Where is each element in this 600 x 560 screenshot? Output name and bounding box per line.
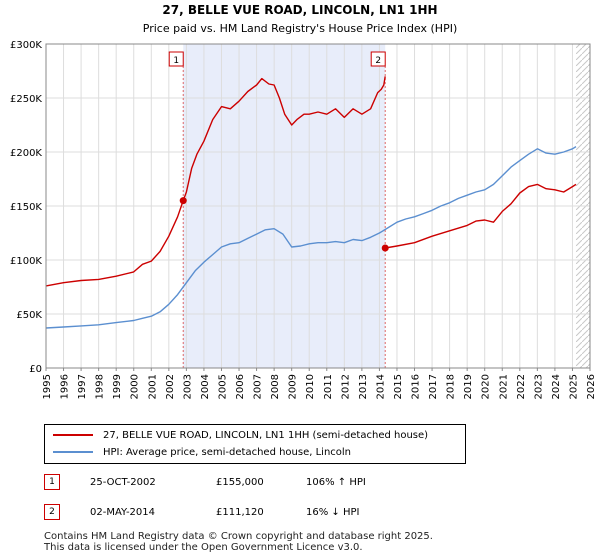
y-tick-label: £50K	[16, 310, 42, 321]
y-tick-label: £250K	[10, 94, 42, 105]
hpi-series-line	[45, 146, 577, 329]
transaction-date: 02-MAY-2014	[90, 507, 156, 518]
x-tick-label: 2013	[358, 374, 369, 399]
x-tick-label: 2009	[288, 374, 299, 399]
sale-point	[381, 244, 389, 252]
x-tick-label: 2015	[393, 374, 404, 399]
legend-item-hpi: HPI: Average price, semi-detached house,…	[53, 445, 351, 461]
transaction-hpi-change: 16% ↓ HPI	[306, 507, 360, 518]
legend-swatch-property	[53, 434, 93, 436]
x-tick-label: 2022	[516, 374, 527, 399]
price-chart: 27, BELLE VUE ROAD, LINCOLN, LN1 1HH Pri…	[10, 3, 597, 399]
attribution-footer: Contains HM Land Registry data © Crown c…	[44, 531, 433, 553]
plot-frame	[45, 43, 591, 369]
x-tick-label: 2026	[586, 374, 597, 399]
sale-label: 1	[173, 56, 179, 66]
licence-line: This data is licensed under the Open Gov…	[44, 542, 363, 553]
x-tick-label: 2011	[323, 374, 334, 399]
legend-label-property: 27, BELLE VUE ROAD, LINCOLN, LN1 1HH (se…	[103, 430, 429, 441]
sale-label-box	[168, 51, 184, 67]
x-tick-label: 2001	[147, 374, 158, 399]
transaction-badge: 2	[44, 504, 60, 520]
y-tick-label: £0	[29, 364, 42, 375]
x-tick-label: 2005	[217, 374, 228, 399]
x-tick-label: 2012	[340, 374, 351, 399]
y-tick-label: £200K	[10, 148, 42, 159]
x-tick-label: 2006	[235, 374, 246, 399]
property-series-line	[385, 183, 577, 249]
x-tick-label: 2004	[200, 374, 211, 399]
x-tick-label: 2010	[305, 374, 316, 399]
x-tick-label: 2025	[568, 374, 579, 399]
x-tick-label: 1999	[112, 374, 123, 399]
sale-label: 2	[375, 56, 381, 66]
x-tick-label: 2017	[428, 374, 439, 399]
x-tick-label: 2020	[481, 374, 492, 399]
x-tick-label: 2014	[375, 374, 386, 399]
x-tick-label: 2019	[463, 374, 474, 399]
legend-item-property: 27, BELLE VUE ROAD, LINCOLN, LN1 1HH (se…	[53, 428, 428, 444]
sale-point	[179, 197, 187, 205]
x-tick-label: 2021	[498, 374, 509, 399]
transaction-price: £111,120	[216, 507, 264, 518]
legend-swatch-hpi	[53, 451, 93, 453]
x-tick-label: 1996	[60, 374, 71, 399]
x-tick-label: 2002	[165, 374, 176, 399]
y-tick-label: £100K	[10, 256, 42, 267]
sale-label-box	[370, 51, 386, 67]
x-tick-label: 2024	[551, 374, 562, 399]
transaction-price: £155,000	[216, 477, 264, 488]
chart-subtitle: Price paid vs. HM Land Registry's House …	[143, 22, 458, 35]
x-tick-label: 2016	[411, 374, 422, 399]
x-tick-label: 2008	[270, 374, 281, 399]
x-tick-label: 2023	[533, 374, 544, 399]
y-tick-label: £300K	[10, 40, 42, 51]
x-tick-label: 2003	[182, 374, 193, 399]
x-tick-label: 2000	[130, 374, 141, 399]
x-tick-label: 1998	[95, 374, 106, 399]
transaction-badge: 1	[44, 474, 60, 490]
transaction-hpi-change: 106% ↑ HPI	[306, 477, 366, 488]
chart-title: 27, BELLE VUE ROAD, LINCOLN, LN1 1HH	[162, 3, 437, 17]
x-tick-label: 1997	[77, 374, 88, 399]
x-tick-label: 1995	[42, 374, 53, 399]
attribution-line: Contains HM Land Registry data © Crown c…	[44, 531, 433, 542]
y-tick-label: £150K	[10, 202, 42, 213]
legend-label-hpi: HPI: Average price, semi-detached house,…	[103, 447, 352, 458]
x-tick-label: 2018	[446, 374, 457, 399]
transaction-date: 25-OCT-2002	[90, 477, 156, 488]
chart-legend: 27, BELLE VUE ROAD, LINCOLN, LN1 1HH (se…	[44, 424, 466, 464]
property-series-line	[45, 76, 386, 287]
x-tick-label: 2007	[253, 374, 264, 399]
